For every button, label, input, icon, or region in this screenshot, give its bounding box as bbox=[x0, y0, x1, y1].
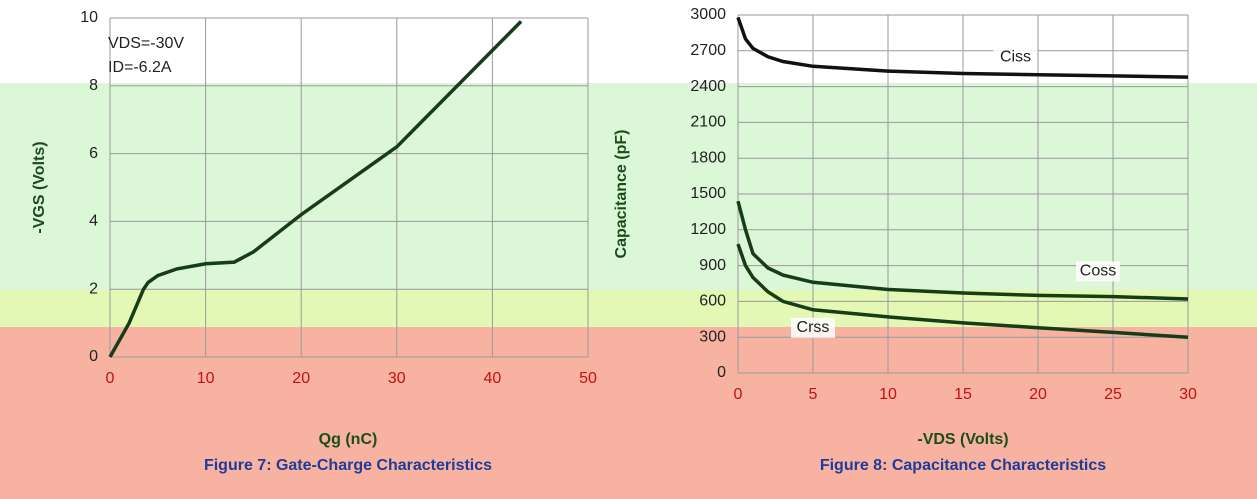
y-tick-label: 4 bbox=[89, 213, 98, 230]
y-tick-label: 3000 bbox=[690, 6, 726, 23]
x-tick-label: 30 bbox=[388, 370, 406, 387]
band-green bbox=[0, 83, 1257, 290]
y-axis-title: -VGS (Volts) bbox=[31, 141, 48, 233]
series-label-bg bbox=[1076, 261, 1120, 282]
annotation: VDS=-30V bbox=[108, 35, 184, 52]
y-tick-label: 600 bbox=[699, 293, 726, 310]
x-tick-label: 20 bbox=[292, 370, 310, 387]
x-tick-label: 10 bbox=[879, 386, 897, 403]
y-tick-label: 6 bbox=[89, 145, 98, 162]
y-tick-label: 8 bbox=[89, 77, 98, 94]
series-label: Coss bbox=[1080, 263, 1116, 280]
caption: Figure 7: Gate-Charge Characteristics bbox=[204, 457, 492, 474]
y-tick-label: 1200 bbox=[690, 221, 726, 238]
caption: Figure 8: Capacitance Characteristics bbox=[820, 457, 1106, 474]
x-tick-label: 40 bbox=[484, 370, 502, 387]
x-axis-title: Qg (nC) bbox=[319, 431, 378, 448]
data-line bbox=[736, 243, 1189, 339]
x-tick-label: 15 bbox=[954, 386, 972, 403]
y-tick-label: 900 bbox=[699, 257, 726, 274]
y-tick-label: 2400 bbox=[690, 78, 726, 95]
y-tick-label: 2 bbox=[89, 280, 98, 297]
y-axis-title: Capacitance (pF) bbox=[613, 130, 630, 259]
series-label: Ciss bbox=[1000, 49, 1031, 66]
series-label-bg bbox=[791, 317, 835, 338]
x-tick-label: 0 bbox=[734, 386, 743, 403]
x-tick-label: 30 bbox=[1179, 386, 1197, 403]
x-tick-label: 10 bbox=[197, 370, 215, 387]
series-label-bg bbox=[993, 47, 1038, 68]
y-tick-label: 1800 bbox=[690, 149, 726, 166]
x-tick-label: 25 bbox=[1104, 386, 1122, 403]
y-tick-label: 300 bbox=[699, 328, 726, 345]
y-tick-label: 0 bbox=[89, 348, 98, 365]
x-tick-label: 50 bbox=[579, 370, 597, 387]
x-tick-label: 0 bbox=[106, 370, 115, 387]
y-tick-label: 2100 bbox=[690, 114, 726, 131]
data-line bbox=[736, 200, 1189, 301]
y-tick-label: 1500 bbox=[690, 185, 726, 202]
x-tick-label: 5 bbox=[809, 386, 818, 403]
series-label: Crss bbox=[797, 319, 830, 336]
data-line bbox=[108, 20, 523, 358]
band-red bbox=[0, 327, 1257, 499]
x-tick-label: 20 bbox=[1029, 386, 1047, 403]
data-line bbox=[736, 16, 1189, 79]
y-tick-label: 0 bbox=[717, 364, 726, 381]
y-tick-label: 2700 bbox=[690, 42, 726, 59]
y-tick-label: 10 bbox=[80, 9, 98, 26]
annotation: ID=-6.2A bbox=[108, 59, 172, 76]
x-axis-title: -VDS (Volts) bbox=[917, 431, 1008, 448]
